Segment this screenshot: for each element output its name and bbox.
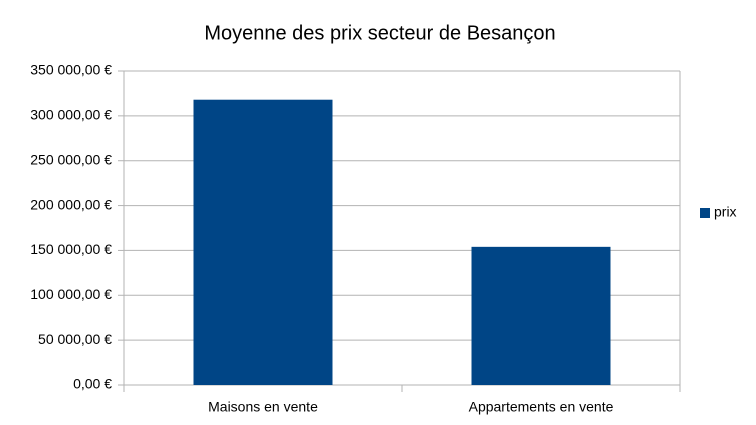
y-tick-label: 0,00 € [73,376,112,392]
bar [471,246,611,385]
x-tick-label: Maisons en vente [208,399,318,415]
y-tick-label: 50 000,00 € [38,331,112,347]
chart-title: Moyenne des prix secteur de Besançon [204,22,555,44]
legend-swatch [700,208,710,218]
y-tick-label: 250 000,00 € [30,151,112,167]
y-tick-label: 300 000,00 € [30,107,112,123]
y-tick-label: 100 000,00 € [30,286,112,302]
legend-label: prix [714,204,737,220]
y-tick-label: 350 000,00 € [30,62,112,78]
x-tick-label: Appartements en vente [469,399,614,415]
y-tick-label: 200 000,00 € [30,196,112,212]
y-tick-label: 150 000,00 € [30,241,112,257]
bar [193,99,333,386]
